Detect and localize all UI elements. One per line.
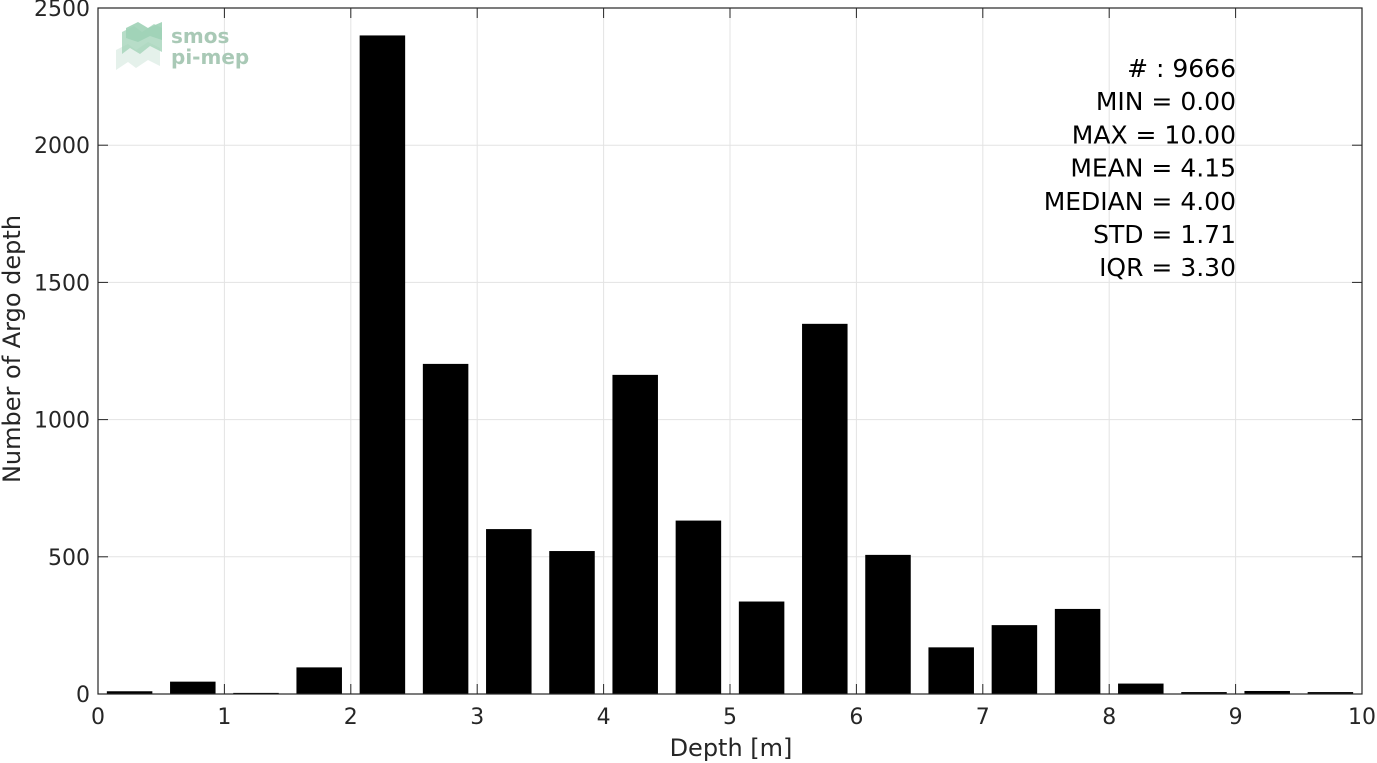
histogram-bar	[802, 323, 848, 694]
statistic-line: MAX = 10.00	[1072, 120, 1236, 149]
histogram-bar	[1118, 683, 1164, 694]
statistic-line: MEDIAN = 4.00	[1044, 187, 1236, 216]
logo-text-smos: smos	[171, 24, 229, 48]
y-tick-label: 1000	[34, 409, 90, 434]
histogram-bar	[738, 601, 785, 694]
histogram-bar	[1181, 692, 1227, 694]
x-axis-label: Depth [m]	[670, 734, 793, 762]
statistic-line: MIN = 0.00	[1096, 87, 1236, 116]
histogram-bar	[991, 625, 1038, 694]
y-tick-label: 2500	[34, 0, 90, 22]
x-tick-label: 7	[976, 705, 990, 730]
x-tick-labels: 0 1 2 3 4 5 6 7 8 9 10	[91, 705, 1376, 730]
histogram-bar	[928, 647, 974, 694]
x-tick-label: 8	[1102, 705, 1116, 730]
smos-pi-mep-logo: smos pi-mep	[116, 22, 249, 70]
axis-ticks	[97, 7, 1363, 695]
histogram-bar	[359, 35, 406, 694]
histogram-bar	[486, 529, 532, 694]
x-tick-label: 3	[470, 705, 484, 730]
y-tick-label: 1500	[34, 271, 90, 296]
histogram-bar	[1307, 692, 1354, 694]
y-tick-labels: 0 500 1000 1500 2000 2500	[34, 0, 90, 708]
x-tick-label: 0	[91, 705, 105, 730]
histogram-bars	[106, 35, 1354, 694]
x-tick-label: 9	[1229, 705, 1243, 730]
histogram-bar	[296, 667, 342, 694]
x-tick-label: 5	[723, 705, 737, 730]
y-axis-label: Number of Argo depth	[0, 215, 26, 483]
histogram-bar	[170, 681, 216, 694]
y-tick-label: 2000	[34, 134, 90, 159]
histogram-bar	[865, 554, 911, 694]
statistics-box: # : 9666 MIN = 0.00 MAX = 10.00 MEAN = 4.15…	[1044, 54, 1236, 282]
histogram-bar	[1244, 690, 1290, 694]
histogram-bar	[1054, 608, 1101, 694]
y-tick-label: 500	[48, 546, 90, 571]
x-tick-label: 4	[597, 705, 611, 730]
histogram-bar	[106, 691, 153, 694]
histogram-bar	[549, 551, 595, 694]
histogram-bar	[612, 374, 658, 694]
statistic-line: STD = 1.71	[1093, 220, 1236, 249]
y-tick-label: 0	[76, 683, 90, 708]
histogram-bar	[422, 363, 469, 694]
x-tick-label: 2	[344, 705, 358, 730]
statistic-line: MEAN = 4.15	[1070, 154, 1236, 183]
statistic-line: IQR = 3.30	[1099, 253, 1236, 282]
x-tick-label: 6	[849, 705, 863, 730]
wave-logo-icon	[116, 22, 162, 70]
x-tick-label: 10	[1348, 705, 1376, 730]
logo-text-pi-mep: pi-mep	[171, 45, 249, 69]
statistic-line: # : 9666	[1127, 54, 1236, 83]
histogram-bar	[675, 520, 722, 694]
x-tick-label: 1	[217, 705, 231, 730]
